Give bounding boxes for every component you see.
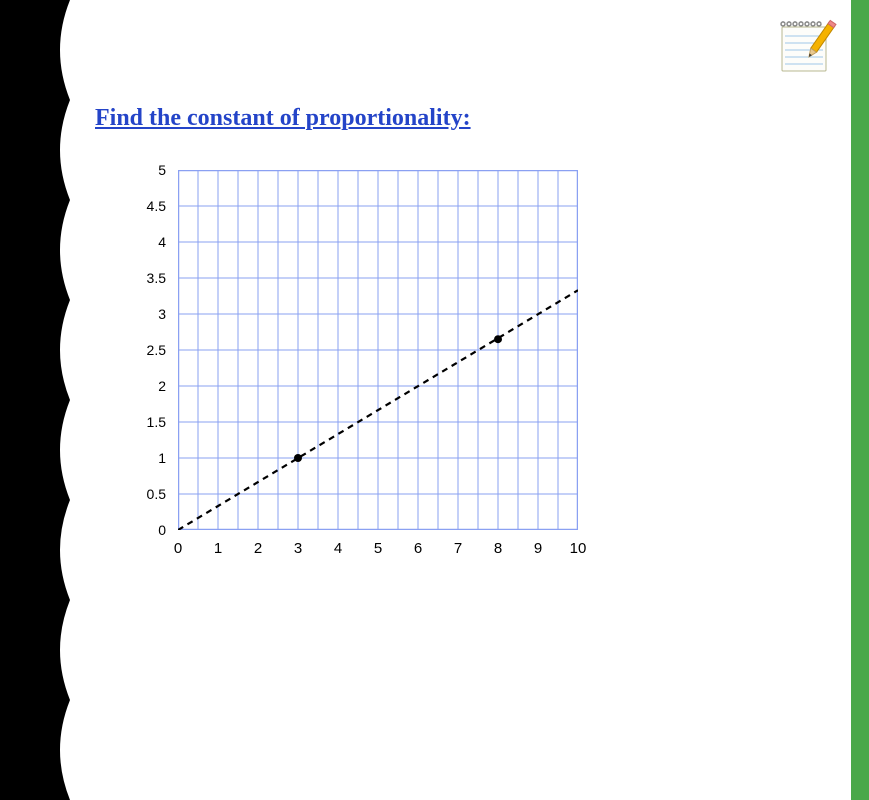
x-tick-label: 0 bbox=[174, 540, 182, 557]
x-tick-label: 6 bbox=[414, 540, 422, 557]
y-tick-label: 1.5 bbox=[147, 414, 166, 430]
x-tick-label: 9 bbox=[534, 540, 542, 557]
y-tick-label: 3.5 bbox=[147, 270, 166, 286]
y-tick-label: 0 bbox=[158, 522, 166, 538]
y-tick-label: 3 bbox=[158, 306, 166, 322]
y-axis-labels: 54.543.532.521.510.50 bbox=[130, 170, 170, 530]
left-wave-border bbox=[0, 0, 70, 800]
page-title: Find the constant of proportionality: bbox=[95, 105, 471, 132]
proportionality-chart: 54.543.532.521.510.50 012345678910 bbox=[130, 170, 610, 590]
y-tick-label: 4 bbox=[158, 234, 166, 250]
x-tick-label: 2 bbox=[254, 540, 262, 557]
x-tick-label: 3 bbox=[294, 540, 302, 557]
x-tick-label: 8 bbox=[494, 540, 502, 557]
y-tick-label: 0.5 bbox=[147, 486, 166, 502]
y-tick-label: 2.5 bbox=[147, 342, 166, 358]
y-tick-label: 5 bbox=[158, 162, 166, 178]
y-tick-label: 1 bbox=[158, 450, 166, 466]
y-tick-label: 4.5 bbox=[147, 198, 166, 214]
x-axis-labels: 012345678910 bbox=[178, 530, 598, 560]
x-tick-label: 5 bbox=[374, 540, 382, 557]
x-tick-label: 4 bbox=[334, 540, 342, 557]
green-side-bar bbox=[851, 0, 869, 800]
x-tick-label: 1 bbox=[214, 540, 222, 557]
notepad-pencil-icon bbox=[779, 18, 839, 74]
chart-plot-area bbox=[178, 170, 578, 530]
y-tick-label: 2 bbox=[158, 378, 166, 394]
x-tick-label: 10 bbox=[570, 540, 587, 557]
x-tick-label: 7 bbox=[454, 540, 462, 557]
